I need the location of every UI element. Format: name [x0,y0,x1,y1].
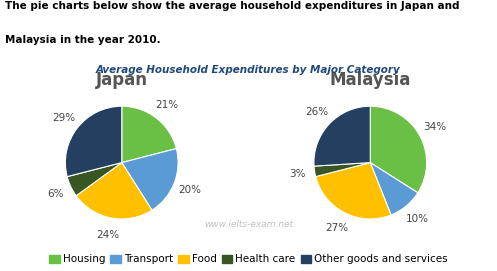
Text: 6%: 6% [47,189,64,199]
Wedge shape [370,163,418,215]
Text: 21%: 21% [155,100,178,110]
Wedge shape [314,163,370,177]
Wedge shape [370,106,426,193]
Wedge shape [76,163,152,219]
Text: 29%: 29% [52,113,76,123]
Wedge shape [314,106,370,166]
Text: 27%: 27% [326,223,348,233]
Text: 26%: 26% [305,107,329,117]
Text: 20%: 20% [178,185,201,195]
Text: The pie charts below show the average household expenditures in Japan and: The pie charts below show the average ho… [5,1,459,11]
Wedge shape [67,163,122,196]
Text: 3%: 3% [290,169,306,179]
Text: 10%: 10% [406,214,428,224]
Text: Malaysia in the year 2010.: Malaysia in the year 2010. [5,35,161,45]
Wedge shape [122,106,176,163]
Title: Japan: Japan [96,71,148,89]
Text: 34%: 34% [423,122,446,132]
Text: Average Household Expenditures by Major Category: Average Household Expenditures by Major … [96,65,401,75]
Title: Malaysia: Malaysia [330,71,411,89]
Wedge shape [122,149,178,210]
Legend: Housing, Transport, Food, Health care, Other goods and services: Housing, Transport, Food, Health care, O… [45,250,452,269]
Text: www.ielts-exam.net: www.ielts-exam.net [204,220,293,229]
Text: 24%: 24% [96,230,120,240]
Wedge shape [316,163,391,219]
Wedge shape [66,106,122,177]
